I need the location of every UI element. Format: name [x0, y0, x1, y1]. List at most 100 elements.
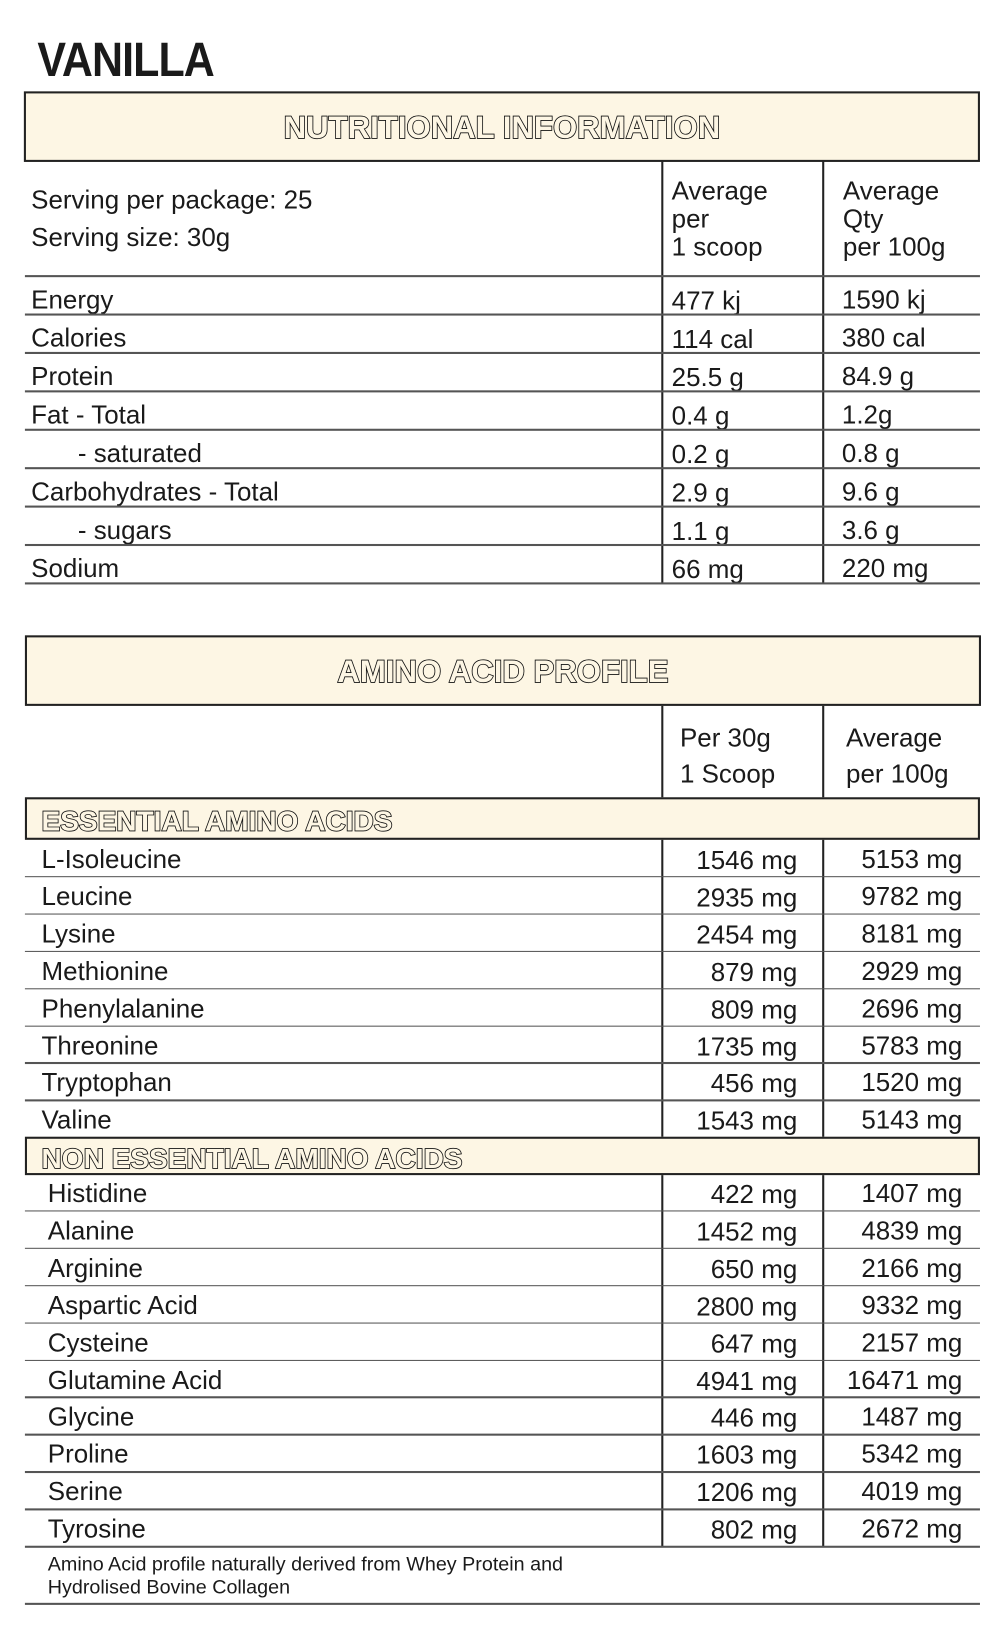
- amino-acid-label: Leucine: [41, 882, 133, 912]
- amino-col-header-per-100g: Average per 100g: [846, 720, 948, 793]
- value-per-100g: 1487 mg: [861, 1402, 963, 1432]
- value-per-scoop: 114 cal: [671, 324, 754, 354]
- value-per-100g: 2672 mg: [861, 1514, 963, 1544]
- value-per-scoop: 802 mg: [710, 1515, 798, 1545]
- nutrient-label: Energy: [31, 285, 114, 315]
- value-per-100g: 4019 mg: [861, 1477, 963, 1507]
- value-per-100g: 0.8 g: [841, 439, 900, 469]
- row-divider: [24, 1508, 980, 1511]
- value-per-100g: 5342 mg: [861, 1440, 963, 1470]
- amino-heading: AMINO ACID PROFILE: [337, 654, 670, 690]
- nutrition-heading: NUTRITIONAL INFORMATION: [283, 110, 721, 146]
- value-per-scoop: 1206 mg: [696, 1478, 798, 1508]
- value-per-scoop: 0.2 g: [671, 440, 730, 470]
- column-divider: [661, 705, 663, 1547]
- row-divider: [24, 275, 980, 277]
- value-per-scoop: 647 mg: [710, 1329, 798, 1359]
- value-per-scoop: 1735 mg: [696, 1032, 798, 1062]
- value-per-100g: 84.9 g: [841, 362, 915, 392]
- row-divider: [24, 428, 980, 431]
- value-per-scoop: 1452 mg: [696, 1217, 798, 1247]
- value-per-scoop: 879 mg: [710, 957, 798, 987]
- value-per-100g: 1590 kj: [841, 285, 926, 315]
- row-divider: [24, 913, 980, 915]
- header-line: 1 scoop: [671, 232, 763, 262]
- value-per-100g: 5143 mg: [861, 1105, 963, 1135]
- col-header-per-100g: Average Qty per 100g: [842, 176, 945, 262]
- amino-acid-label: Phenylalanine: [41, 994, 205, 1024]
- amino-acid-label: Threonine: [41, 1031, 159, 1061]
- amino-acid-label: Valine: [41, 1105, 112, 1135]
- value-per-100g: 2696 mg: [861, 994, 963, 1024]
- value-per-100g: 8181 mg: [861, 919, 963, 949]
- non-essential-heading-band: NON ESSENTIAL AMINO ACIDS: [24, 1136, 980, 1176]
- header-line: Average: [671, 176, 768, 206]
- column-divider: [661, 160, 663, 584]
- amino-acid-label: Proline: [47, 1440, 129, 1470]
- row-divider: [24, 987, 980, 990]
- value-per-100g: 16471 mg: [846, 1365, 963, 1395]
- row-divider: [24, 1471, 980, 1473]
- value-per-100g: 1407 mg: [861, 1179, 963, 1209]
- value-per-scoop: 2.9 g: [671, 478, 730, 508]
- row-divider: [24, 1210, 980, 1212]
- value-per-scoop: 1.1 g: [671, 516, 730, 547]
- value-per-100g: 4839 mg: [861, 1216, 963, 1246]
- amino-acid-label: Aspartic Acid: [47, 1291, 198, 1321]
- value-per-scoop: 2935 mg: [696, 883, 798, 913]
- value-per-scoop: 446 mg: [710, 1403, 798, 1433]
- amino-acid-label: Histidine: [47, 1179, 148, 1209]
- value-per-scoop: 1546 mg: [696, 846, 798, 876]
- serving-size: Serving size: 30g: [31, 223, 231, 253]
- value-per-100g: 5153 mg: [861, 845, 963, 875]
- value-per-scoop: 2800 mg: [696, 1292, 798, 1322]
- row-divider: [24, 1396, 980, 1399]
- row-divider: [24, 1602, 980, 1605]
- value-per-100g: 2157 mg: [861, 1328, 963, 1358]
- header-line: Average: [846, 723, 943, 753]
- column-divider: [822, 705, 824, 1547]
- non-essential-heading: NON ESSENTIAL AMINO ACIDS: [41, 1142, 464, 1175]
- serving-per-package: Serving per package: 25: [31, 185, 313, 215]
- nutrient-label: - saturated: [77, 439, 202, 469]
- row-divider: [24, 1359, 980, 1361]
- row-divider: [24, 950, 980, 953]
- nutrient-label: Sodium: [31, 554, 120, 584]
- row-divider: [24, 1433, 980, 1436]
- footnote-line: Hydrolised Bovine Collagen: [47, 1576, 291, 1599]
- header-line: Average: [842, 176, 940, 206]
- row-divider: [24, 1322, 980, 1324]
- value-per-scoop: 456 mg: [710, 1069, 798, 1099]
- row-divider: [24, 1284, 980, 1287]
- amino-acid-label: Arginine: [47, 1253, 143, 1283]
- amino-acid-label: L-Isoleucine: [41, 845, 182, 875]
- header-line: Per 30g: [679, 723, 771, 753]
- nutrient-label: Protein: [31, 362, 114, 392]
- flavor-title: VANILLA: [37, 32, 214, 87]
- value-per-scoop: 1603 mg: [696, 1441, 798, 1471]
- value-per-scoop: 809 mg: [710, 995, 798, 1025]
- essential-heading: ESSENTIAL AMINO ACIDS: [41, 805, 394, 838]
- value-per-100g: 2929 mg: [861, 956, 963, 986]
- column-divider: [822, 160, 824, 584]
- amino-acid-label: Glutamine Acid: [47, 1365, 223, 1395]
- nutrient-label: - sugars: [77, 515, 172, 546]
- row-divider: [24, 1099, 980, 1102]
- header-line: Qty: [842, 204, 884, 234]
- row-divider: [24, 505, 980, 508]
- row-divider: [24, 1545, 980, 1548]
- row-divider: [24, 467, 980, 469]
- value-per-100g: 9.6 g: [841, 477, 900, 507]
- footnote: Amino Acid profile naturally derived fro…: [48, 1554, 563, 1600]
- value-per-100g: 9332 mg: [861, 1291, 963, 1321]
- value-per-scoop: 2454 mg: [696, 920, 798, 950]
- value-per-100g: 220 mg: [841, 554, 929, 584]
- amino-acid-label: Tryptophan: [41, 1068, 172, 1098]
- value-per-scoop: 650 mg: [710, 1254, 798, 1284]
- amino-acid-label: Alanine: [47, 1216, 135, 1246]
- value-per-scoop: 66 mg: [671, 555, 744, 585]
- nutrient-label: Fat - Total: [31, 400, 147, 430]
- nutrient-label: Calories: [31, 323, 127, 353]
- header-line: 1 Scoop: [679, 759, 776, 789]
